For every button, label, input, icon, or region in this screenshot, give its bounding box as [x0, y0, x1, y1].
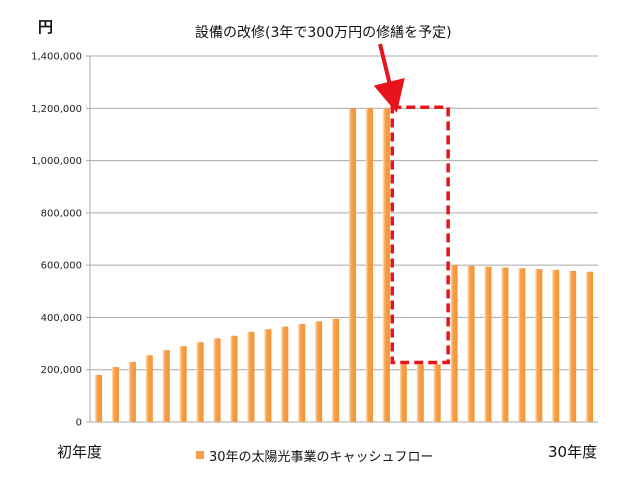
bar-year-10 [247, 331, 255, 422]
bar-year-21 [433, 364, 441, 422]
y-tick-label: 400,000 [41, 313, 82, 324]
bar-year-2 [111, 367, 119, 422]
y-axis-unit-label: 円 [38, 18, 53, 36]
bar-year-24 [484, 266, 492, 422]
y-tick-labels: 0 200,000 400,000 600,000 800,000 1,000,000 1,… [31, 52, 82, 429]
repair-annotation-arrow [373, 43, 405, 113]
y-tick-label: 1,000,000 [31, 156, 82, 167]
bar-year-15 [331, 318, 340, 422]
legend-label: 30年の太陽光事業のキャッシュフロー [209, 449, 434, 465]
bar-year-13 [298, 323, 306, 422]
bar-year-14 [315, 321, 323, 422]
bar-year-23 [467, 265, 475, 422]
x-start-label: 初年度 [57, 443, 102, 461]
bar-year-12 [281, 326, 289, 422]
y-tick-label: 0 [76, 418, 82, 429]
repair-highlight-box [390, 105, 450, 365]
y-tick-label: 800,000 [41, 208, 82, 219]
bar-year-20 [416, 364, 424, 422]
bar-year-16 [348, 108, 357, 423]
bar-year-28 [552, 269, 560, 422]
bar-year-17 [365, 108, 373, 423]
bar-year-29 [569, 270, 577, 422]
bar-year-19 [399, 364, 407, 422]
y-tick-label: 1,200,000 [31, 104, 82, 115]
legend-swatch [196, 451, 204, 459]
bar-year-18 [382, 108, 390, 423]
repair-annotation-text: 設備の改修(3年で300万円の修繕を予定) [195, 25, 452, 41]
bar-year-1 [94, 374, 103, 422]
bar-year-22 [450, 265, 458, 422]
bar-year-8 [213, 338, 221, 422]
bar-year-3 [128, 361, 136, 422]
bar-year-7 [196, 342, 204, 422]
y-tick-label: 200,000 [41, 365, 82, 376]
bar-year-6 [179, 346, 187, 422]
bar-year-11 [264, 329, 272, 422]
bar-year-9 [230, 335, 238, 422]
bar-year-25 [501, 267, 509, 422]
x-end-label: 30年度 [548, 443, 597, 461]
bars [94, 108, 594, 423]
gridlines [86, 55, 598, 423]
bar-year-27 [535, 269, 543, 422]
bar-year-4 [145, 355, 153, 422]
y-tick-label: 1,400,000 [31, 52, 82, 63]
bar-year-26 [518, 268, 526, 422]
y-tick-label: 600,000 [41, 261, 82, 272]
bar-year-30 [585, 271, 594, 422]
bar-year-5 [162, 350, 170, 422]
